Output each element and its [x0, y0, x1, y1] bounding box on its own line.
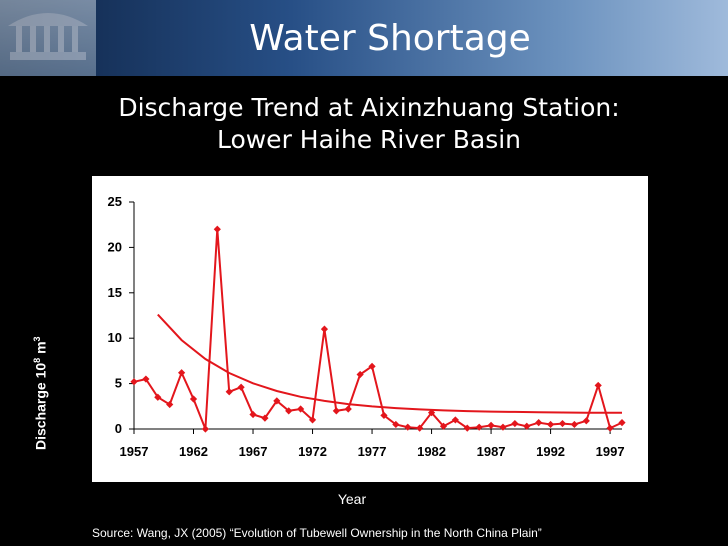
discharge-data-point — [332, 407, 340, 415]
discharge-data-point — [189, 395, 198, 403]
x-tick-label: 1987 — [477, 444, 506, 459]
discharge-data-point — [594, 381, 602, 390]
discharge-data-point — [439, 422, 448, 430]
building-logo-image — [0, 0, 96, 76]
discharge-data-point — [213, 225, 221, 233]
discharge-data-point — [546, 420, 555, 429]
discharge-data-point — [558, 419, 567, 428]
y-axis-label-unit: m — [32, 341, 49, 358]
y-axis-label-exponent: 8 — [32, 357, 42, 363]
y-axis-label-unit-exponent: 3 — [32, 336, 42, 342]
discharge-data-point — [320, 325, 329, 333]
x-tick-label: 1967 — [239, 444, 268, 459]
discharge-data-point — [344, 405, 352, 413]
discharge-data-point — [606, 424, 614, 432]
y-tick-label: 25 — [108, 194, 122, 209]
discharge-data-point — [297, 405, 305, 413]
x-tick-label: 1982 — [417, 444, 446, 459]
x-axis-label: Year — [337, 491, 367, 507]
trend-line — [157, 313, 622, 414]
y-axis-label: Discharge 108 m3 — [32, 336, 49, 450]
y-axis-label-base: Discharge 10 — [32, 362, 49, 450]
x-tick-label: 1972 — [298, 444, 327, 459]
discharge-data-point — [499, 423, 507, 431]
discharge-data-point — [178, 369, 186, 377]
discharge-data-point — [225, 388, 233, 396]
discharge-data-point — [487, 421, 495, 429]
y-tick-label: 15 — [108, 285, 122, 300]
discharge-data-point — [166, 400, 174, 409]
discharge-data-point — [416, 424, 424, 432]
discharge-data-point — [618, 419, 626, 427]
discharge-series-line — [133, 229, 623, 430]
discharge-data-point — [523, 422, 531, 430]
y-tick-label: 0 — [115, 421, 122, 436]
y-tick-label: 10 — [108, 330, 122, 345]
y-tick-label: 5 — [115, 376, 122, 391]
title-banner: Water Shortage — [0, 0, 728, 76]
discharge-data-point — [535, 419, 543, 427]
slide-title: Water Shortage — [249, 18, 531, 59]
subtitle-line-1: Discharge Trend at Aixinzhuang Station: — [118, 93, 620, 122]
x-tick-label: 1992 — [536, 444, 565, 459]
discharge-data-point — [380, 411, 388, 419]
chart-panel: 0 5 10 15 20 25 1957 1962 1967 1972 1977 1982 1987 19… — [92, 176, 648, 482]
y-tick-label: 20 — [108, 239, 122, 254]
discharge-data-point — [142, 375, 150, 383]
discharge-data-point — [237, 383, 245, 391]
discharge-chart: 0 5 10 15 20 25 1957 1962 1967 1972 1977 1982 1987 19… — [108, 194, 626, 459]
discharge-data-point — [404, 423, 412, 431]
discharge-data-point — [261, 414, 269, 422]
x-tick-label: 1997 — [596, 444, 625, 459]
x-tick-label: 1962 — [179, 444, 208, 459]
x-tick-label: 1977 — [358, 444, 387, 459]
discharge-data-point — [130, 378, 138, 386]
subtitle-line-2: Lower Haihe River Basin — [216, 125, 522, 154]
x-tick-label: 1957 — [120, 444, 149, 459]
chart-subtitle: Discharge Trend at Aixinzhuang Station: … — [40, 92, 698, 156]
discharge-data-point — [582, 417, 590, 425]
discharge-data-point — [201, 425, 210, 433]
source-citation: Source: Wang, JX (2005) “Evolution of Tu… — [92, 526, 542, 540]
discharge-data-point — [570, 420, 578, 429]
discharge-data-point — [475, 423, 483, 431]
discharge-data-point — [249, 410, 257, 419]
discharge-data-point — [511, 419, 519, 428]
